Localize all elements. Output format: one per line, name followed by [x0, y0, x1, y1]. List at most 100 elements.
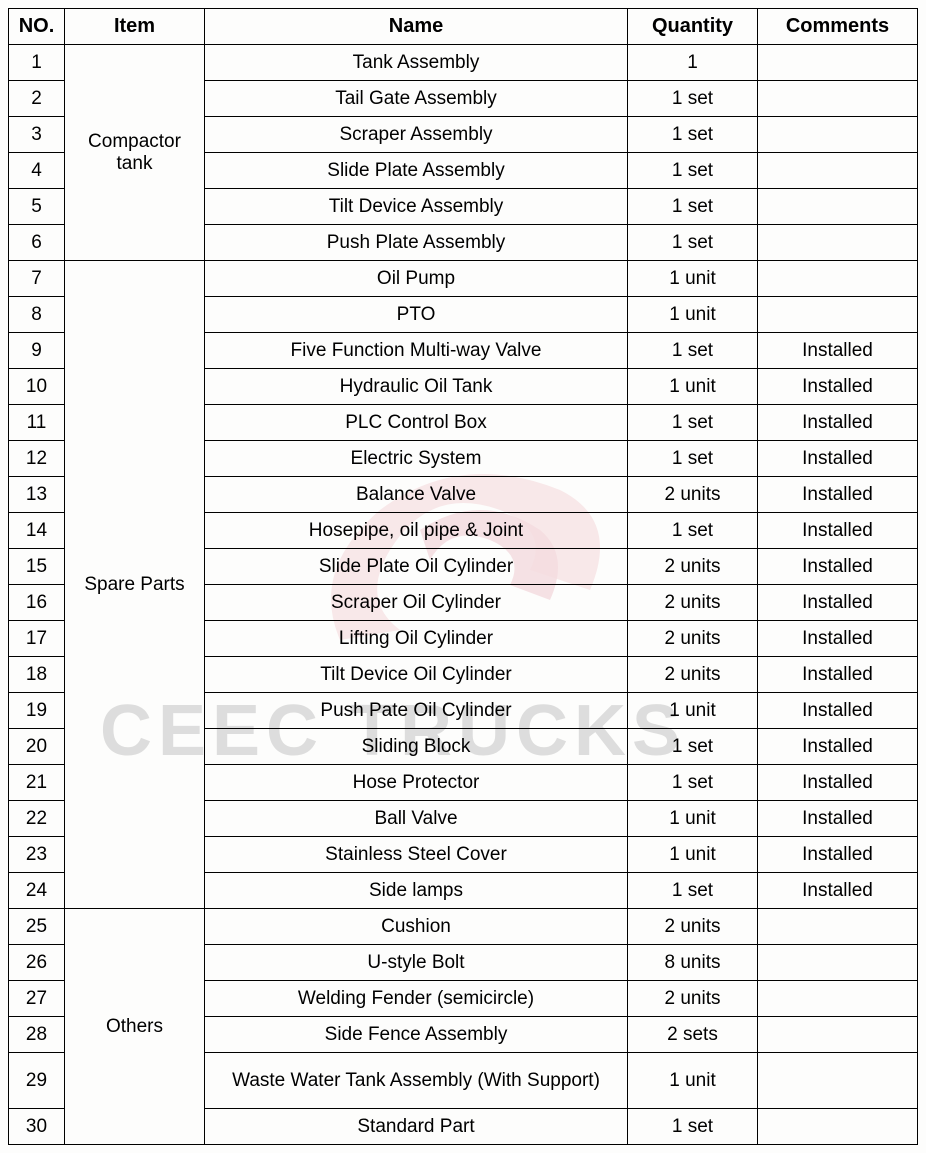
cell-no: 11: [9, 405, 65, 441]
header-row: NO. Item Name Quantity Comments: [9, 9, 918, 45]
cell-quantity: 1 set: [628, 1109, 758, 1145]
cell-name: Welding Fender (semicircle): [205, 981, 628, 1017]
cell-comments: Installed: [758, 621, 918, 657]
cell-comments: [758, 225, 918, 261]
cell-name: Tank Assembly: [205, 45, 628, 81]
cell-no: 19: [9, 693, 65, 729]
header-no: NO.: [9, 9, 65, 45]
cell-quantity: 8 units: [628, 945, 758, 981]
cell-no: 29: [9, 1053, 65, 1109]
cell-no: 9: [9, 333, 65, 369]
cell-no: 30: [9, 1109, 65, 1145]
cell-comments: [758, 1017, 918, 1053]
cell-comments: Installed: [758, 441, 918, 477]
cell-comments: Installed: [758, 549, 918, 585]
cell-quantity: 1 set: [628, 117, 758, 153]
cell-no: 12: [9, 441, 65, 477]
cell-quantity: 1 unit: [628, 297, 758, 333]
cell-no: 3: [9, 117, 65, 153]
cell-name: Hosepipe, oil pipe & Joint: [205, 513, 628, 549]
cell-name: Five Function Multi-way Valve: [205, 333, 628, 369]
cell-name: Hydraulic Oil Tank: [205, 369, 628, 405]
cell-quantity: 1 set: [628, 225, 758, 261]
cell-no: 23: [9, 837, 65, 873]
cell-comments: [758, 189, 918, 225]
cell-comments: [758, 981, 918, 1017]
cell-name: Standard Part: [205, 1109, 628, 1145]
cell-quantity: 1 unit: [628, 801, 758, 837]
cell-comments: Installed: [758, 513, 918, 549]
cell-comments: Installed: [758, 765, 918, 801]
cell-quantity: 1 unit: [628, 369, 758, 405]
cell-name: Side lamps: [205, 873, 628, 909]
cell-comments: Installed: [758, 837, 918, 873]
cell-no: 22: [9, 801, 65, 837]
cell-no: 28: [9, 1017, 65, 1053]
cell-comments: Installed: [758, 693, 918, 729]
cell-name: Slide Plate Oil Cylinder: [205, 549, 628, 585]
table-header: NO. Item Name Quantity Comments: [9, 9, 918, 45]
cell-comments: [758, 81, 918, 117]
cell-name: Slide Plate Assembly: [205, 153, 628, 189]
cell-no: 24: [9, 873, 65, 909]
cell-no: 14: [9, 513, 65, 549]
cell-name: Push Pate Oil Cylinder: [205, 693, 628, 729]
cell-no: 21: [9, 765, 65, 801]
cell-comments: Installed: [758, 657, 918, 693]
cell-name: Scraper Oil Cylinder: [205, 585, 628, 621]
cell-comments: [758, 945, 918, 981]
cell-name: Stainless Steel Cover: [205, 837, 628, 873]
cell-name: Ball Valve: [205, 801, 628, 837]
cell-name: Side Fence Assembly: [205, 1017, 628, 1053]
cell-no: 16: [9, 585, 65, 621]
cell-comments: [758, 261, 918, 297]
cell-quantity: 1 set: [628, 405, 758, 441]
cell-name: Lifting Oil Cylinder: [205, 621, 628, 657]
cell-quantity: 1 set: [628, 873, 758, 909]
cell-quantity: 1 set: [628, 81, 758, 117]
cell-comments: [758, 909, 918, 945]
cell-no: 8: [9, 297, 65, 333]
cell-name: Oil Pump: [205, 261, 628, 297]
cell-quantity: 1 set: [628, 513, 758, 549]
cell-name: Scraper Assembly: [205, 117, 628, 153]
cell-no: 13: [9, 477, 65, 513]
cell-quantity: 2 units: [628, 549, 758, 585]
cell-quantity: 1 set: [628, 333, 758, 369]
cell-item-group: Others: [65, 909, 205, 1145]
cell-comments: Installed: [758, 405, 918, 441]
cell-comments: Installed: [758, 333, 918, 369]
cell-quantity: 1 unit: [628, 837, 758, 873]
cell-name: Tail Gate Assembly: [205, 81, 628, 117]
cell-comments: Installed: [758, 801, 918, 837]
cell-name: PTO: [205, 297, 628, 333]
table-row: 7Spare PartsOil Pump1 unit: [9, 261, 918, 297]
cell-no: 2: [9, 81, 65, 117]
cell-comments: [758, 1053, 918, 1109]
cell-quantity: 1 unit: [628, 1053, 758, 1109]
cell-quantity: 2 units: [628, 981, 758, 1017]
header-quantity: Quantity: [628, 9, 758, 45]
cell-name: U-style Bolt: [205, 945, 628, 981]
cell-name: Tilt Device Assembly: [205, 189, 628, 225]
cell-no: 4: [9, 153, 65, 189]
cell-quantity: 1 set: [628, 441, 758, 477]
cell-name: Electric System: [205, 441, 628, 477]
header-item: Item: [65, 9, 205, 45]
cell-no: 20: [9, 729, 65, 765]
cell-quantity: 1: [628, 45, 758, 81]
cell-name: Hose Protector: [205, 765, 628, 801]
cell-name: Cushion: [205, 909, 628, 945]
cell-comments: Installed: [758, 477, 918, 513]
cell-comments: Installed: [758, 873, 918, 909]
header-comments: Comments: [758, 9, 918, 45]
cell-quantity: 1 set: [628, 729, 758, 765]
cell-no: 1: [9, 45, 65, 81]
cell-quantity: 1 unit: [628, 693, 758, 729]
cell-quantity: 2 sets: [628, 1017, 758, 1053]
cell-comments: [758, 153, 918, 189]
cell-no: 25: [9, 909, 65, 945]
cell-comments: [758, 1109, 918, 1145]
cell-name: Balance Valve: [205, 477, 628, 513]
cell-quantity: 2 units: [628, 657, 758, 693]
